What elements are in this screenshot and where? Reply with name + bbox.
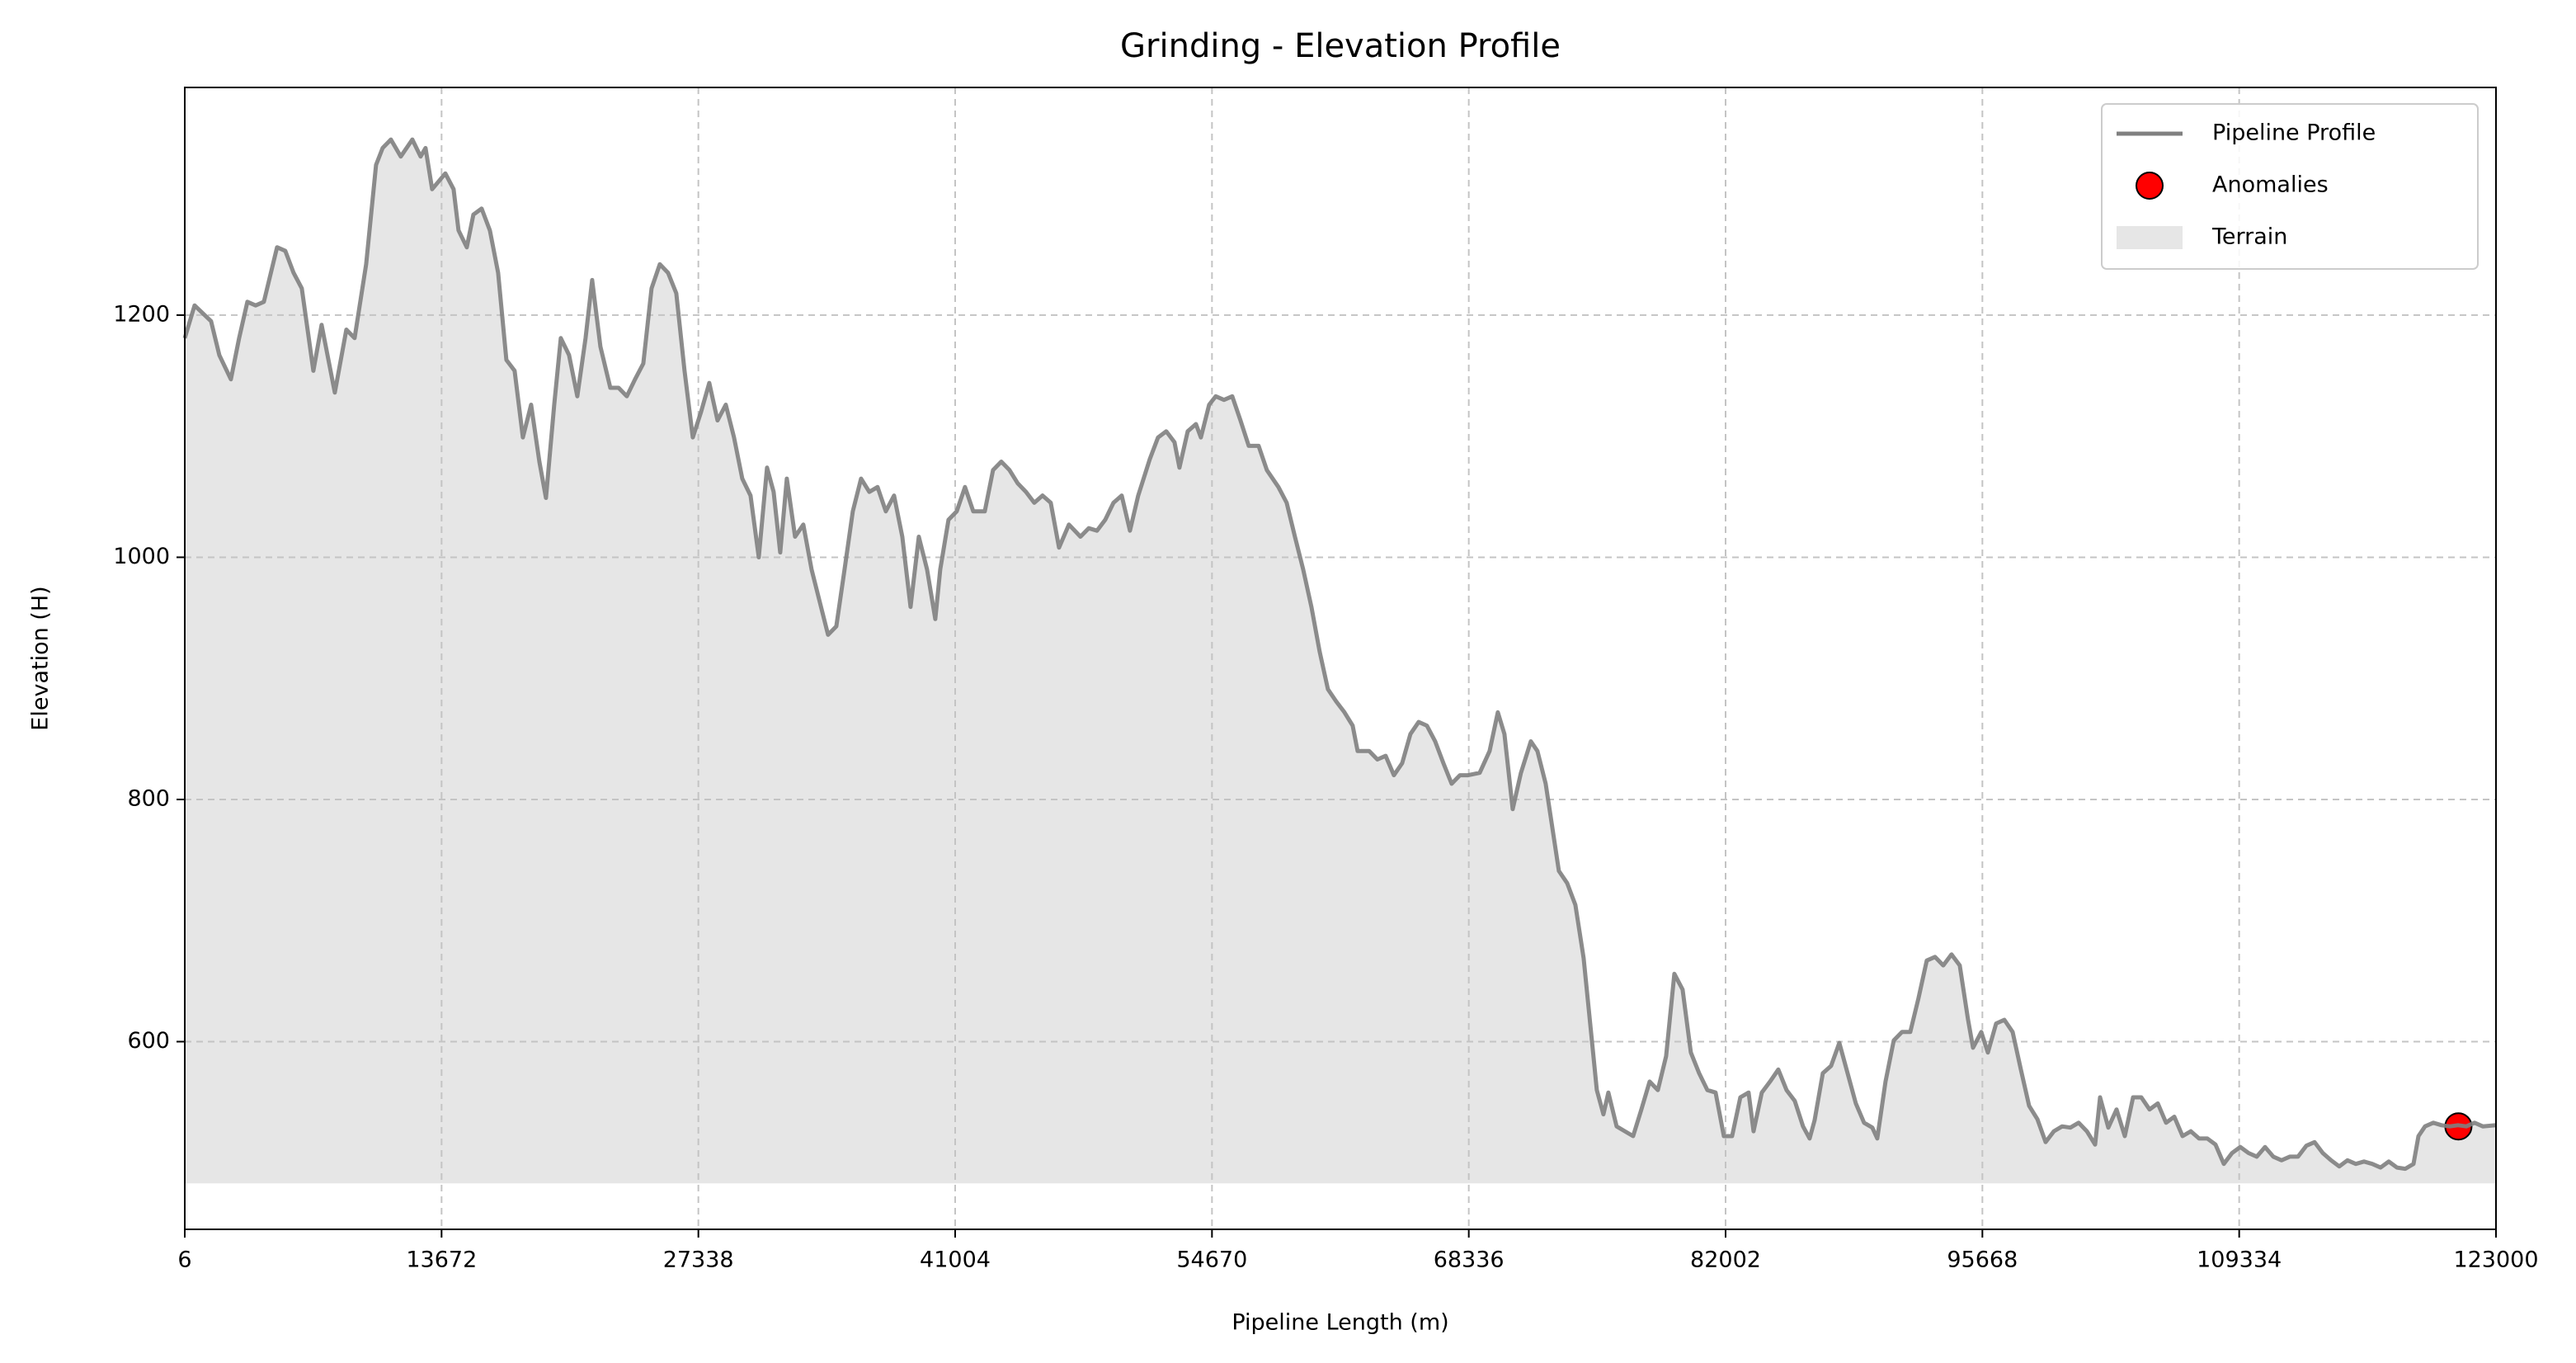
plot-frame (184, 87, 2497, 1230)
x-tick-label: 123000 (2453, 1247, 2538, 1273)
x-axis-label: Pipeline Length (m) (1231, 1310, 1448, 1336)
x-tick-label: 27338 (663, 1247, 734, 1273)
terrain-area (185, 139, 2496, 1184)
y-tick-label: 800 (127, 785, 170, 811)
legend-label: Anomalies (2212, 172, 2329, 198)
y-tick-label: 1200 (113, 301, 170, 327)
legend-patch (2117, 226, 2183, 249)
x-tick-label: 68336 (1434, 1247, 1505, 1273)
legend-label: Pipeline Profile (2212, 120, 2376, 146)
chart-title: Grinding - Elevation Profile (1120, 27, 1561, 65)
y-axis-label: Elevation (H) (28, 586, 54, 730)
y-tick-label: 1000 (113, 544, 170, 569)
x-tick-label: 82002 (1690, 1247, 1761, 1273)
x-tick-label: 6 (177, 1247, 191, 1273)
legend-marker (2136, 172, 2164, 200)
x-tick-label: 13672 (406, 1247, 477, 1273)
legend-label: Terrain (2211, 224, 2287, 250)
y-tick-label: 600 (127, 1028, 170, 1054)
x-tick-label: 95668 (1947, 1247, 2018, 1273)
profile-line (182, 137, 2497, 1172)
legend-box (2101, 103, 2479, 270)
x-tick-label: 109334 (2197, 1247, 2282, 1273)
x-tick-label: 41004 (920, 1247, 991, 1273)
x-tick-label: 54670 (1176, 1247, 1247, 1273)
